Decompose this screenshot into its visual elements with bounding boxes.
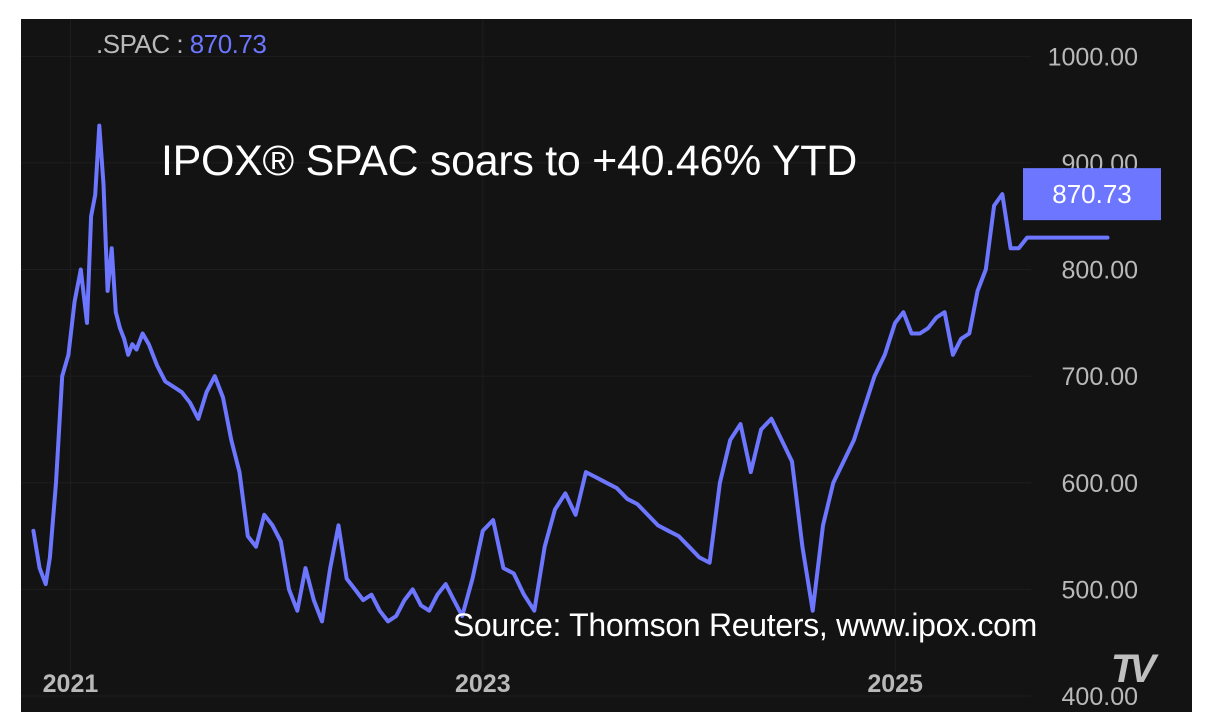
y-tick-label: 500.00 bbox=[1062, 576, 1138, 604]
price-line bbox=[31, 123, 1110, 624]
y-tick-label: 800.00 bbox=[1062, 257, 1138, 285]
y-tick-label: 1000.00 bbox=[1048, 43, 1138, 71]
y-tick-label: 700.00 bbox=[1062, 363, 1138, 391]
source-note: Source: Thomson Reuters, www.ipox.com bbox=[452, 607, 1037, 643]
last-value-label: 870.73 bbox=[1052, 179, 1132, 209]
chart-headline: IPOX® SPAC soars to +40.46% YTD bbox=[161, 137, 857, 185]
x-tick-label: 2025 bbox=[867, 670, 923, 698]
price-chart: 1000.00900.00800.00700.00600.00500.00400… bbox=[21, 19, 1161, 711]
x-tick-label: 2023 bbox=[455, 670, 511, 698]
ticker-separator: : bbox=[169, 29, 190, 59]
x-tick-label: 2021 bbox=[43, 670, 99, 698]
ticker-readout: .SPAC : 870.73 bbox=[96, 29, 267, 60]
y-tick-label: 600.00 bbox=[1062, 470, 1138, 498]
tradingview-logo-icon: TV bbox=[1110, 647, 1156, 691]
ticker-last-value: 870.73 bbox=[189, 29, 267, 59]
last-value-label-bg bbox=[1023, 168, 1161, 221]
ticker-symbol: .SPAC bbox=[96, 29, 170, 59]
chart-frame: 1000.00 900.00 800.00 700.00 600.00 500.00 400… bbox=[21, 19, 1192, 712]
y-tick-label: 400.00 bbox=[1062, 683, 1138, 711]
